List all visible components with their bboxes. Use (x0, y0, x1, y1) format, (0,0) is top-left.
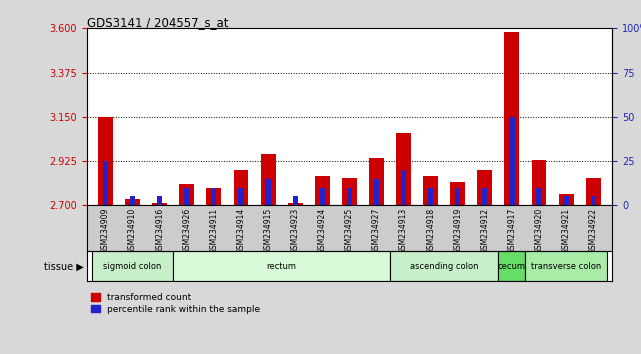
Bar (315, 176, 329, 205)
Legend: transformed count, percentile rank within the sample: transformed count, percentile rank withi… (91, 293, 260, 314)
Bar (423, 176, 438, 205)
Text: sigmoid colon: sigmoid colon (103, 262, 162, 271)
Text: GSM234910: GSM234910 (128, 207, 137, 254)
Text: GSM234917: GSM234917 (508, 207, 517, 254)
Bar (157, 196, 162, 205)
Bar (342, 178, 357, 205)
Bar (347, 188, 352, 205)
Bar (103, 161, 108, 205)
Bar (478, 170, 492, 205)
Text: rectum: rectum (267, 262, 297, 271)
Bar (153, 203, 167, 205)
Text: GSM234921: GSM234921 (562, 207, 570, 254)
Text: cecum: cecum (498, 262, 526, 271)
Text: ascending colon: ascending colon (410, 262, 478, 271)
Bar (98, 117, 113, 205)
Bar (396, 132, 411, 205)
Bar (455, 188, 460, 205)
Bar (179, 184, 194, 205)
Bar (510, 117, 515, 205)
Bar (292, 196, 298, 205)
Bar (450, 182, 465, 205)
Bar (238, 188, 244, 205)
Bar (92, 251, 173, 281)
Bar (233, 170, 249, 205)
Text: GSM234914: GSM234914 (237, 207, 246, 254)
Text: GSM234927: GSM234927 (372, 207, 381, 254)
Bar (482, 188, 487, 205)
Bar (526, 251, 607, 281)
Text: GSM234922: GSM234922 (588, 207, 597, 254)
Bar (265, 179, 271, 205)
Bar (563, 196, 569, 205)
Bar (401, 170, 406, 205)
Text: GSM234918: GSM234918 (426, 207, 435, 254)
Text: transverse colon: transverse colon (531, 262, 601, 271)
Bar (173, 251, 390, 281)
Bar (428, 188, 433, 205)
Text: GSM234911: GSM234911 (210, 207, 219, 254)
Bar (531, 160, 547, 205)
Text: GSM234924: GSM234924 (318, 207, 327, 254)
Bar (206, 188, 221, 205)
Bar (374, 179, 379, 205)
Text: GDS3141 / 204557_s_at: GDS3141 / 204557_s_at (87, 16, 228, 29)
Bar (212, 188, 217, 205)
Text: GSM234916: GSM234916 (155, 207, 164, 254)
Text: GSM234920: GSM234920 (535, 207, 544, 254)
Bar (288, 203, 303, 205)
Bar (184, 188, 189, 205)
Text: GSM234912: GSM234912 (480, 207, 489, 254)
Text: GSM234925: GSM234925 (345, 207, 354, 254)
Bar (261, 154, 276, 205)
Bar (390, 251, 498, 281)
Bar (498, 251, 526, 281)
Bar (130, 196, 135, 205)
Text: GSM234919: GSM234919 (453, 207, 462, 254)
Text: tissue ▶: tissue ▶ (44, 261, 83, 272)
Bar (320, 188, 325, 205)
Bar (590, 196, 595, 205)
Text: GSM234915: GSM234915 (263, 207, 272, 254)
Bar (504, 32, 519, 205)
Text: GSM234909: GSM234909 (101, 207, 110, 254)
Bar (537, 188, 542, 205)
Bar (125, 199, 140, 205)
Text: GSM234926: GSM234926 (182, 207, 191, 254)
Bar (369, 158, 384, 205)
Bar (559, 194, 574, 205)
Text: GSM234923: GSM234923 (290, 207, 299, 254)
Bar (586, 178, 601, 205)
Text: GSM234913: GSM234913 (399, 207, 408, 254)
